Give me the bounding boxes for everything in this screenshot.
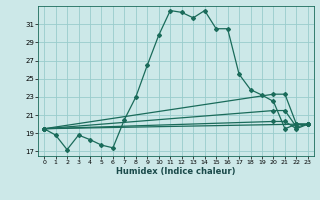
- X-axis label: Humidex (Indice chaleur): Humidex (Indice chaleur): [116, 167, 236, 176]
